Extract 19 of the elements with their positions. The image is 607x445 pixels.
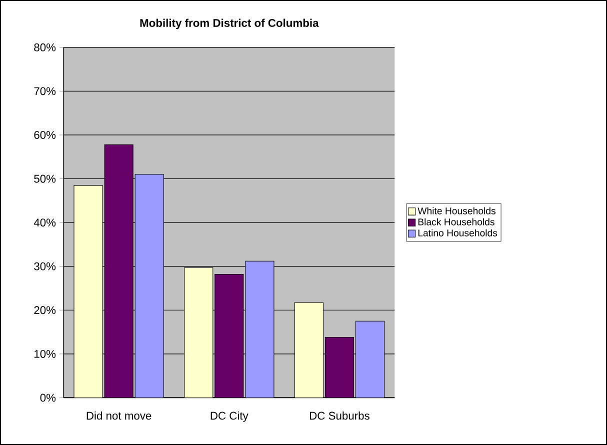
x-tick-label: DC City	[210, 411, 248, 422]
y-tick-label: 10%	[34, 350, 56, 358]
x-tick-label: Did not move	[86, 411, 152, 420]
bar	[134, 174, 164, 398]
y-tick-label: 70%	[34, 87, 56, 96]
y-tick-label: 80%	[34, 43, 56, 52]
y-tick-label: 30%	[34, 262, 56, 270]
legend-label: Latino Households	[418, 229, 498, 236]
bar	[356, 320, 385, 398]
bar	[245, 260, 274, 398]
y-tick-label: 0%	[40, 394, 56, 402]
y-tick-label: 20%	[34, 306, 56, 314]
legend-label: Black Households	[418, 218, 494, 226]
x-tick-label: DC Suburbs	[310, 411, 370, 420]
chart-title: Mobility from District of Columbia	[140, 18, 319, 30]
y-tick-label: 60%	[34, 130, 56, 139]
legend-label: White Households	[418, 207, 496, 214]
y-tick-label: 50%	[34, 174, 56, 183]
y-tick-label: 40%	[34, 218, 56, 226]
